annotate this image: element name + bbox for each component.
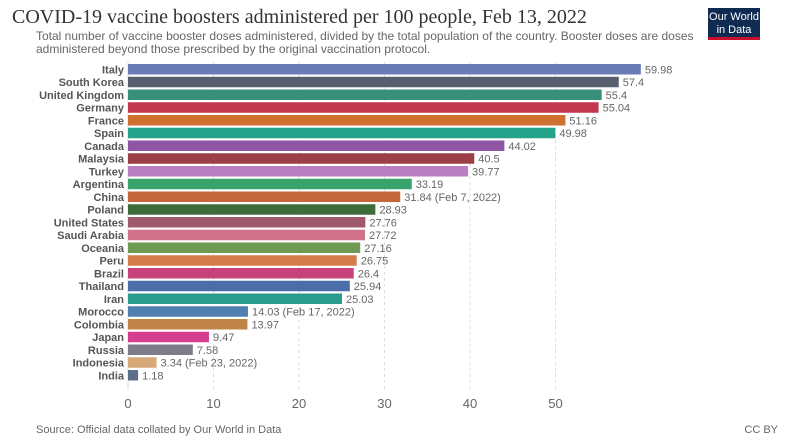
bar <box>128 319 248 330</box>
x-tick-label: 50 <box>548 396 562 411</box>
category-label: United States <box>54 217 124 229</box>
value-label: 49.98 <box>559 128 587 140</box>
bar <box>128 115 566 126</box>
category-label: Germany <box>76 103 125 115</box>
category-label: Oceania <box>81 243 125 255</box>
category-label: Canada <box>84 141 125 153</box>
category-label: United Kingdom <box>39 90 124 102</box>
category-label: Malaysia <box>78 154 125 166</box>
value-label: 14.03 (Feb 17, 2022) <box>252 307 355 319</box>
value-label: 26.75 <box>361 256 389 268</box>
license-label[interactable]: CC BY <box>744 424 778 436</box>
category-label: Japan <box>92 332 124 344</box>
value-label: 44.02 <box>508 141 536 153</box>
bar <box>128 229 366 241</box>
value-label: 31.84 (Feb 7, 2022) <box>404 192 501 204</box>
bar <box>128 166 469 177</box>
value-label: 51.16 <box>569 115 597 127</box>
bar <box>128 191 401 202</box>
value-label: 1.18 <box>142 370 163 382</box>
value-label: 3.34 (Feb 23, 2022) <box>161 358 258 370</box>
bar <box>128 140 505 151</box>
x-tick-label: 20 <box>292 396 306 411</box>
x-tick-label: 30 <box>377 396 391 411</box>
value-label: 55.4 <box>606 90 627 102</box>
value-label: 7.58 <box>197 345 218 357</box>
category-label: Poland <box>87 205 124 217</box>
category-label: Turkey <box>89 166 125 178</box>
bar <box>128 127 556 139</box>
category-label: Saudi Arabia <box>57 230 125 242</box>
bar <box>128 217 366 228</box>
bar <box>128 306 248 317</box>
value-label: 9.47 <box>213 332 234 344</box>
category-label: Iran <box>104 294 124 306</box>
value-label: 33.19 <box>416 179 444 191</box>
category-label: Argentina <box>73 179 125 191</box>
value-label: 39.77 <box>472 166 500 178</box>
value-label: 25.94 <box>354 281 382 293</box>
bar <box>128 268 354 279</box>
value-label: 57.4 <box>623 77 644 89</box>
category-label: Colombia <box>74 319 125 331</box>
value-label: 27.76 <box>369 217 397 229</box>
category-label: Italy <box>102 64 125 76</box>
source-note: Source: Official data collated by Our Wo… <box>36 424 282 436</box>
x-tick-label: 40 <box>463 396 477 411</box>
chart-subtitle: Total number of vaccine booster doses ad… <box>36 29 694 56</box>
category-label: India <box>98 370 125 382</box>
bar <box>128 344 193 355</box>
chart-title: COVID-19 vaccine boosters administered p… <box>12 6 587 28</box>
x-tick-label: 0 <box>124 396 131 411</box>
bar <box>128 255 357 266</box>
category-label: China <box>93 192 124 204</box>
bar <box>128 293 343 304</box>
bar <box>128 280 350 292</box>
value-label: 26.4 <box>358 268 379 280</box>
category-label: Russia <box>88 345 125 357</box>
bar <box>128 357 157 368</box>
category-label: Indonesia <box>73 358 125 370</box>
bar <box>128 89 602 100</box>
bar <box>128 178 412 190</box>
x-tick-label: 10 <box>206 396 220 411</box>
value-label: 28.93 <box>379 205 407 217</box>
category-label: Thailand <box>79 281 124 293</box>
category-label: Morocco <box>78 307 124 319</box>
value-label: 27.72 <box>369 230 397 242</box>
value-label: 13.97 <box>251 319 279 331</box>
bar <box>128 102 599 113</box>
value-label: 40.5 <box>478 154 499 166</box>
logo-line-2: in Data <box>716 24 752 36</box>
owid-logo[interactable]: Our World in Data <box>708 8 760 40</box>
bar <box>128 331 209 343</box>
category-label: Peru <box>100 256 124 268</box>
bar <box>128 242 361 253</box>
value-label: 59.98 <box>645 64 673 76</box>
bar <box>128 370 139 381</box>
bar <box>128 204 376 215</box>
category-label: Brazil <box>94 268 124 280</box>
logo-line-1: Our World <box>709 11 759 23</box>
bar <box>128 64 641 75</box>
value-label: 27.16 <box>364 243 392 255</box>
value-label: 25.03 <box>346 294 374 306</box>
category-label: South Korea <box>59 77 125 89</box>
category-label: France <box>88 115 124 127</box>
category-label: Spain <box>94 128 124 140</box>
bar <box>128 76 619 88</box>
bar <box>128 153 475 164</box>
value-label: 55.04 <box>603 103 631 115</box>
